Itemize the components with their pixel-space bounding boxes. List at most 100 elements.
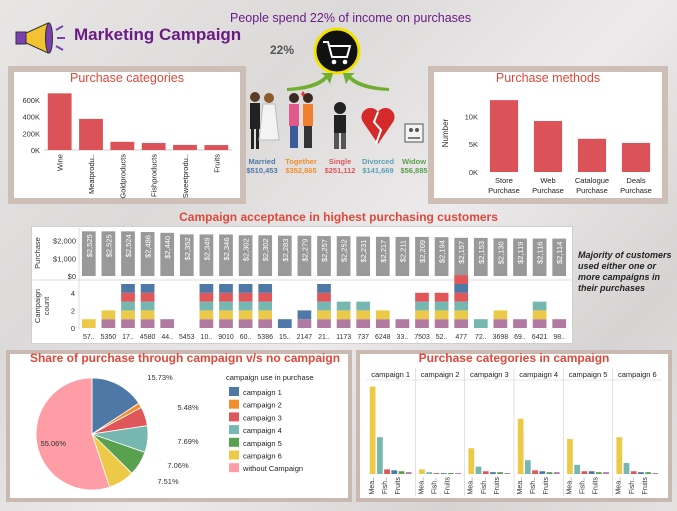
- legend-swatch: [229, 412, 239, 422]
- purchase-bar: [238, 235, 253, 276]
- marital-married: Married $510,453: [242, 88, 282, 175]
- x-tick-label: Fruits: [445, 477, 452, 495]
- campaign-count-segment: [219, 284, 233, 293]
- campaign-count-segment: [532, 319, 547, 328]
- campaign-count-segment: [532, 310, 547, 320]
- bar-deals-purchase: [621, 142, 651, 172]
- category-bar: [645, 472, 652, 474]
- purchase-bar: [415, 236, 429, 276]
- y-tick-label: $0: [68, 272, 76, 281]
- campaign-count-segment: [317, 284, 331, 293]
- purchase-value-label: $2,157: [457, 241, 466, 264]
- legend-label: without Campaign: [242, 464, 303, 473]
- panel-header: campaign 6: [618, 370, 657, 379]
- x-tick-label: Purchase: [532, 186, 564, 195]
- customer-id-label: 98..: [553, 334, 565, 341]
- x-tick-label: Fish..: [629, 477, 636, 494]
- customer-id-label: 5386: [257, 334, 273, 341]
- campaign-categories-chart: campaign 1 Mea.. Fish.. Fruits campaign 2 Mea…: [366, 368, 662, 496]
- campaign-count-segment: [356, 310, 371, 320]
- campaign-count-segment: [121, 319, 135, 328]
- x-tick-label: Mea..: [418, 477, 425, 495]
- purchase-value-label: $2,257: [320, 239, 329, 262]
- campaign-count-segment: [140, 284, 155, 293]
- purchase-bar: [513, 238, 527, 276]
- purchase-value-label: $2,440: [163, 236, 172, 259]
- married-couple-icon: [242, 88, 282, 157]
- purchase-value-label: $2,217: [379, 240, 388, 263]
- purchase-categories-chart: 0K 200K 400K 600K Wine Meatprodu.. Goldproduct…: [22, 93, 232, 199]
- x-tick-label: Fruits: [212, 154, 221, 173]
- purchase-value-label: $2,525: [104, 234, 113, 257]
- purchase-bar: [375, 236, 390, 276]
- campaign-count-segment: [473, 319, 488, 328]
- purchase-bar: [434, 237, 449, 276]
- x-tick-label: Goldproducts: [118, 154, 127, 199]
- marital-value: $251,112: [324, 166, 356, 175]
- campaign-count-segment: [297, 310, 312, 320]
- customer-id-label: 57..: [83, 334, 95, 341]
- customer-id-label: 477: [455, 334, 467, 341]
- together-couple-icon: [281, 88, 321, 157]
- category-bar: [581, 471, 588, 474]
- x-tick-label: Fruits: [543, 477, 550, 495]
- purchase-value-label: $2,114: [555, 242, 564, 264]
- customer-id-label: 52..: [436, 334, 448, 341]
- purchase-categories-panel: [8, 66, 246, 204]
- x-tick-label: Fish..: [382, 477, 389, 494]
- legend-swatch: [229, 425, 239, 435]
- category-bar: [369, 386, 376, 474]
- marital-value: $352,865: [285, 166, 317, 175]
- legend-swatch: [229, 387, 239, 396]
- campaign-count-segment: [121, 284, 135, 293]
- campaign-count-segment: [258, 319, 273, 328]
- y-tick-label: 5K: [469, 140, 478, 149]
- category-bar: [455, 473, 461, 474]
- campaign-count-segment: [513, 319, 527, 328]
- legend-title: campaign use in purchase: [226, 373, 314, 382]
- customer-id-label: 21..: [318, 334, 330, 341]
- campaign-count-segment: [415, 319, 429, 328]
- campaign-count-segment: [199, 319, 214, 328]
- marital-label: Single: [328, 157, 352, 166]
- campaign-count-segment: [140, 310, 155, 320]
- x-tick-label: Fruits: [593, 477, 600, 495]
- customer-id-label: 60..: [240, 334, 252, 341]
- marital-value: $141,669: [362, 166, 394, 175]
- x-tick-label: Mea..: [369, 477, 376, 495]
- category-bar: [546, 472, 553, 474]
- y-tick-label: 10K: [465, 112, 478, 121]
- purchase-bar: [81, 231, 96, 276]
- campaign-count-segment: [238, 301, 253, 311]
- x-tick-label: Purchase: [488, 186, 520, 195]
- category-bar: [419, 469, 425, 474]
- purchase-bar: [199, 234, 214, 276]
- customer-id-label: 7503: [414, 334, 430, 341]
- panel-header: campaign 3: [470, 370, 509, 379]
- campaign-count-segment: [552, 319, 567, 328]
- y-axis-label: Number: [441, 118, 450, 147]
- category-bar: [391, 470, 398, 474]
- x-tick-label: Sweetprodu..: [181, 154, 190, 198]
- x-tick-label: Mea..: [616, 477, 623, 495]
- campaign-categories-title: Purchase categories in campaign: [418, 351, 610, 365]
- legend-swatch: [229, 437, 239, 447]
- campaign-count-segment: [493, 319, 508, 328]
- x-tick-label: Mea..: [468, 477, 475, 495]
- campaign-count-segment: [375, 310, 390, 320]
- y-tick-label: $1,000: [53, 254, 76, 263]
- panel-header: campaign 1: [371, 370, 410, 379]
- purchase-value-label: $2,209: [418, 240, 427, 263]
- campaign-count-segment: [238, 310, 253, 320]
- campaign-count-segment: [434, 310, 449, 320]
- campaign-count-segment: [415, 310, 429, 320]
- customer-id-label: 5453: [179, 334, 195, 341]
- campaign-count-segment: [258, 292, 273, 302]
- marital-divorced: Divorced $141,669: [358, 88, 398, 175]
- purchase-value-label: $2,116: [536, 242, 545, 264]
- campaign-count-segment: [415, 292, 429, 302]
- panel-header: campaign 5: [569, 370, 608, 379]
- purchase-methods-panel: [428, 66, 668, 204]
- category-bar: [616, 437, 623, 474]
- y-tick-label: 0: [71, 324, 75, 333]
